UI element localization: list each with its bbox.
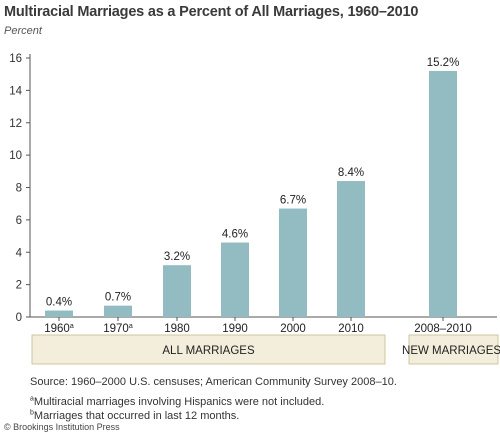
- data-label-1: 0.7%: [105, 292, 131, 304]
- footnote-a-text: Multiracial marriages involving Hispanic…: [33, 396, 325, 408]
- source-note: Source: 1960–2000 U.S. censuses; America…: [30, 376, 397, 388]
- y-tick-label-2: 2: [16, 280, 22, 292]
- category-marker-1: a: [129, 323, 133, 330]
- y-tick-label-6: 6: [16, 215, 22, 227]
- footnote-b-text: Marriages that occurred in last 12 month…: [33, 410, 240, 422]
- bar-chart: ALL MARRIAGES NEW MARRIAGESb 0 2 4 6 8 10 12 14 16…: [9, 53, 500, 365]
- category-label-5: 2010: [338, 323, 364, 335]
- footnote-a: aMultiracial marriages involving Hispani…: [30, 395, 397, 409]
- category-label-1: 1970a: [103, 323, 133, 335]
- category-label-4: 2000: [280, 323, 306, 335]
- y-tick-label-8: 8: [16, 183, 22, 195]
- y-tick-label-4: 4: [16, 247, 23, 259]
- footnote-b-marker: b: [30, 409, 34, 417]
- group-label-0: ALL MARRIAGES: [162, 345, 255, 357]
- data-label-2: 3.2%: [164, 251, 190, 263]
- y-tick-label-10: 10: [9, 150, 22, 162]
- data-label-3: 4.6%: [222, 229, 248, 241]
- bar-0: [45, 310, 73, 317]
- group-box-1: [408, 334, 499, 365]
- y-tick-label-14: 14: [9, 85, 22, 97]
- credit-text: © Brookings Institution Press: [4, 422, 120, 432]
- bar-4: [279, 208, 307, 317]
- y-tick-label-16: 16: [9, 53, 22, 65]
- category-label-0: 1960a: [44, 323, 74, 335]
- y-axis-label: Percent: [4, 25, 42, 37]
- group-box-0: [31, 334, 386, 365]
- y-tick-label-0: 0: [16, 312, 22, 324]
- category-marker-0: a: [70, 323, 74, 330]
- data-label-4: 6.7%: [280, 195, 306, 207]
- footnote-b: bMarriages that occurred in last 12 mont…: [30, 409, 397, 423]
- bar-3: [221, 242, 249, 317]
- bar-2: [163, 265, 191, 317]
- footnote-a-marker: a: [30, 395, 34, 403]
- chart-title: Multiracial Marriages as a Percent of Al…: [4, 4, 419, 20]
- data-label-0: 0.4%: [46, 297, 72, 309]
- category-label-3: 1990: [222, 323, 248, 335]
- bar-6: [429, 70, 457, 317]
- category-label-6: 2008–2010: [414, 323, 472, 335]
- footnotes: Source: 1960–2000 U.S. censuses; America…: [30, 375, 397, 423]
- category-label-2: 1980: [164, 323, 190, 335]
- y-tick-label-12: 12: [9, 118, 22, 130]
- bar-1: [104, 305, 132, 317]
- data-label-5: 8.4%: [338, 167, 364, 179]
- data-label-6: 15.2%: [427, 57, 460, 69]
- bar-5: [337, 181, 365, 317]
- group-label-1: NEW MARRIAGESb: [402, 345, 500, 357]
